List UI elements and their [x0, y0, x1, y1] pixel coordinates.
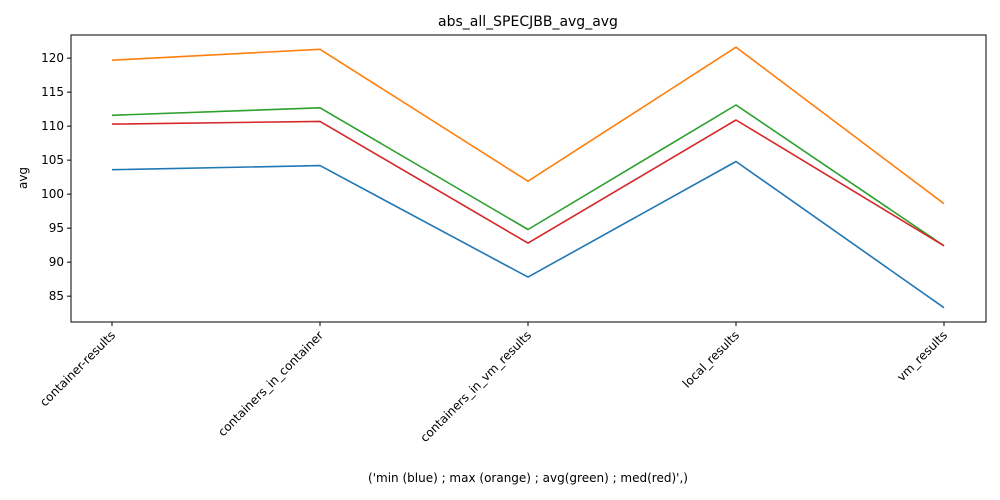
y-tick-label-3: 100	[41, 187, 64, 201]
series-line-3	[111, 119, 945, 247]
x-tick-label-2: containers_in_vm_results	[417, 328, 534, 445]
x-tick-label-4: vm_results	[894, 328, 950, 384]
y-tick-label-2: 95	[49, 221, 64, 235]
x-tick-label-3: local_results	[680, 328, 742, 390]
y-tick-label-7: 120	[41, 51, 64, 65]
x-tick-label-1: containers_in_container	[215, 328, 326, 439]
y-tick-label-4: 105	[41, 153, 64, 167]
series-layer	[111, 46, 945, 309]
y-tick-label-6: 115	[41, 85, 64, 99]
y-axis: 85 90 95 100 105 110 115 120	[41, 51, 71, 303]
series-line-1	[111, 46, 945, 205]
y-tick-label-5: 110	[41, 119, 64, 133]
series-line-0	[111, 160, 945, 309]
x-axis-label: ('min (blue) ; max (orange) ; avg(green)…	[368, 471, 688, 485]
y-tick-label-1: 90	[49, 255, 64, 269]
chart-title: abs_all_SPECJBB_avg_avg	[438, 14, 618, 30]
x-axis: container-results containers_in_container…	[37, 322, 950, 445]
x-tick-label-0: container-results	[37, 328, 118, 409]
y-axis-label: avg	[16, 167, 30, 189]
plot-frame	[70, 34, 987, 323]
y-tick-label-0: 85	[49, 289, 64, 303]
series-line-2	[111, 104, 945, 247]
